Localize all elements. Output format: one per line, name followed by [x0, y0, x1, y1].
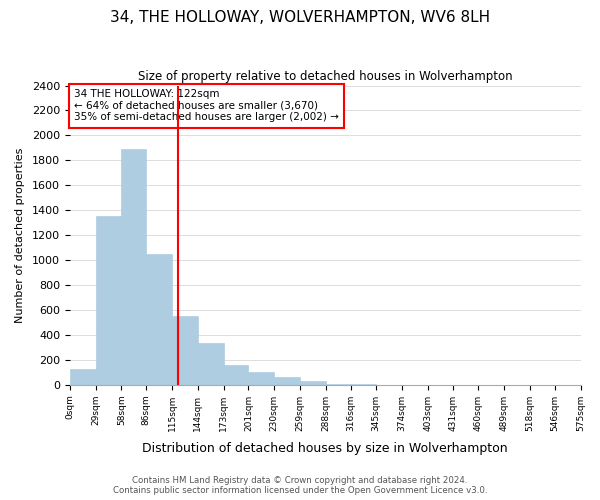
Y-axis label: Number of detached properties: Number of detached properties: [15, 148, 25, 323]
Bar: [224, 365, 248, 385]
Text: 34, THE HOLLOWAY, WOLVERHAMPTON, WV6 8LH: 34, THE HOLLOWAY, WOLVERHAMPTON, WV6 8LH: [110, 10, 490, 25]
X-axis label: Distribution of detached houses by size in Wolverhampton: Distribution of detached houses by size …: [142, 442, 508, 455]
Bar: [350, 384, 376, 385]
Bar: [326, 384, 350, 385]
Bar: [248, 372, 274, 385]
Bar: [146, 254, 172, 385]
Text: 34 THE HOLLOWAY: 122sqm
← 64% of detached houses are smaller (3,670)
35% of semi: 34 THE HOLLOWAY: 122sqm ← 64% of detache…: [74, 90, 339, 122]
Text: Contains HM Land Registry data © Crown copyright and database right 2024.
Contai: Contains HM Land Registry data © Crown c…: [113, 476, 487, 495]
Bar: [274, 378, 300, 385]
Bar: [70, 369, 95, 385]
Bar: [300, 381, 326, 385]
Title: Size of property relative to detached houses in Wolverhampton: Size of property relative to detached ho…: [138, 70, 512, 83]
Bar: [121, 149, 146, 385]
Bar: [95, 216, 121, 385]
Bar: [172, 316, 198, 385]
Bar: [198, 343, 224, 385]
